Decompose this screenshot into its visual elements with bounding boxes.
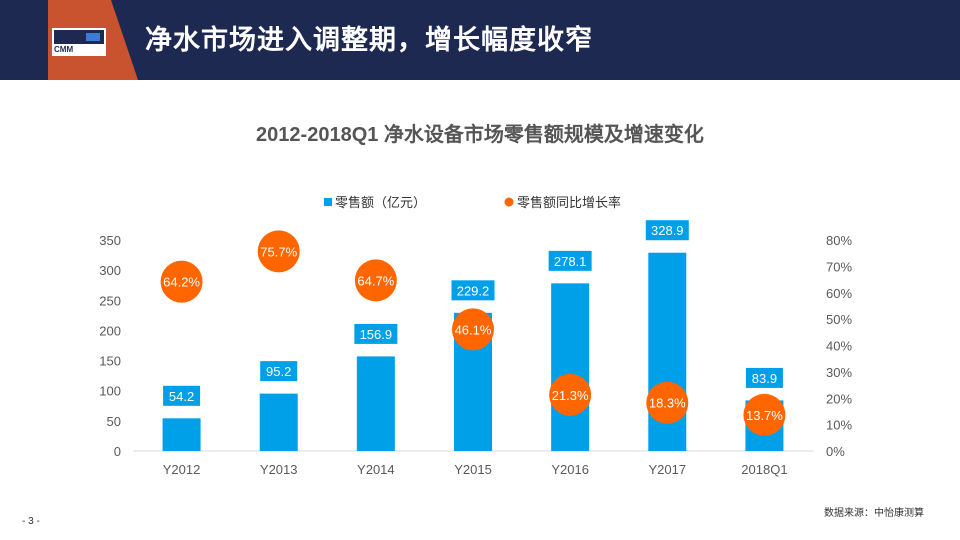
left-axis: 0 50 100 150 200 250 300 350 xyxy=(99,233,121,459)
right-tick-label: 20% xyxy=(826,391,852,406)
x-tick-label: Y2012 xyxy=(163,462,201,477)
left-tick-label: 250 xyxy=(99,293,121,308)
rate-value-label: 18.3% xyxy=(649,396,686,411)
page-number: - 3 - xyxy=(22,516,40,527)
right-tick-label: 50% xyxy=(826,312,852,327)
rate-point xyxy=(743,393,786,436)
rate-value-label: 64.7% xyxy=(357,273,394,288)
rate-point xyxy=(646,381,689,424)
left-tick-label: 350 xyxy=(99,233,121,248)
bar-label-box xyxy=(644,219,690,242)
rate-point xyxy=(354,259,397,302)
bar xyxy=(259,393,298,451)
page-title: 净水市场进入调整期，增长幅度收窄 xyxy=(145,25,593,55)
x-tick-label: Y2014 xyxy=(357,462,395,477)
rate-value-label: 64.2% xyxy=(163,275,200,290)
left-tick-label: 50 xyxy=(107,414,121,429)
rate-point xyxy=(452,308,494,351)
x-tick-label: Y2016 xyxy=(551,462,589,477)
bar-label-box xyxy=(450,279,496,302)
bar-value-label: 156.9 xyxy=(360,327,393,342)
right-tick-label: 10% xyxy=(826,418,852,433)
bar-value-label: 278.1 xyxy=(554,254,587,269)
right-tick-label: 40% xyxy=(826,339,852,354)
legend-rate-swatch xyxy=(504,197,514,207)
right-tick-label: 70% xyxy=(826,259,852,274)
legend-bar-swatch xyxy=(324,198,332,206)
x-tick-label: Y2015 xyxy=(454,462,492,477)
header-bar: CMM 净水市场进入调整期，增长幅度收窄 xyxy=(0,0,960,80)
x-tick-label: Y2013 xyxy=(260,462,298,477)
bar-value-label: 54.2 xyxy=(169,389,194,404)
bar-label-box xyxy=(259,360,299,383)
left-tick-label: 200 xyxy=(99,323,121,338)
right-tick-label: 60% xyxy=(826,286,852,301)
rate-point xyxy=(549,373,592,416)
bar-label-box xyxy=(547,249,593,272)
bar xyxy=(551,283,590,451)
right-tick-label: 30% xyxy=(826,365,852,380)
left-tick-label: 300 xyxy=(99,263,121,278)
legend-rate-label: 零售额同比增长率 xyxy=(517,195,621,210)
logo-text: CMM xyxy=(54,45,74,54)
right-tick-label: 0% xyxy=(826,444,845,459)
x-axis: Y2012 Y2013 Y2014 Y2015 Y2016 Y2017 2018Q1 xyxy=(163,462,788,477)
left-tick-label: 0 xyxy=(114,444,121,459)
bar-value-label: 95.2 xyxy=(266,364,291,379)
bar xyxy=(356,356,395,451)
bar-value-label: 328.9 xyxy=(651,223,684,238)
chart-title: 2012-2018Q1 净水设备市场零售额规模及增速变化 xyxy=(256,124,704,146)
rate-value-label: 21.3% xyxy=(552,388,589,403)
rate-value-label: 13.7% xyxy=(746,408,783,423)
bar-label-box xyxy=(162,384,202,407)
rate-point xyxy=(257,230,300,273)
right-axis: 0% 10% 20% 30% 40% 50% 60% 70% 80% xyxy=(826,233,852,459)
chart-legend: 零售额（亿元） 零售额同比增长率 xyxy=(324,195,621,210)
bar-value-label: 229.2 xyxy=(457,283,490,298)
left-tick-label: 150 xyxy=(99,354,121,369)
rate-series: 64.2% 75.7% 64.7% 46.1% 21.3% 18.3% 13.7% xyxy=(160,230,786,436)
x-tick-label: 2018Q1 xyxy=(741,462,787,477)
bar-label-box xyxy=(353,322,399,345)
left-tick-label: 100 xyxy=(99,384,121,399)
rate-value-label: 46.1% xyxy=(455,322,492,337)
rate-value-label: 75.7% xyxy=(260,244,297,259)
cmm-logo: CMM xyxy=(52,28,106,56)
data-source-note: 数据来源：中怡康测算 xyxy=(824,508,924,519)
bar-label-box xyxy=(744,366,784,389)
x-tick-label: Y2017 xyxy=(648,462,686,477)
right-tick-label: 80% xyxy=(826,233,852,248)
bar-value-label: 83.9 xyxy=(752,371,777,386)
rate-point xyxy=(160,260,203,303)
bar xyxy=(162,418,201,451)
legend-bar-label: 零售额（亿元） xyxy=(335,195,426,210)
logo-mark-icon xyxy=(54,30,104,44)
